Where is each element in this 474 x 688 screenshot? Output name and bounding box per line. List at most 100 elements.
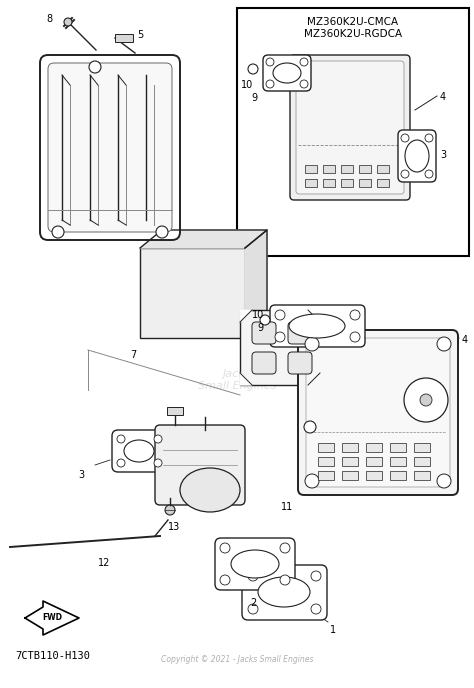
Ellipse shape: [124, 440, 154, 462]
Text: 7CTB110-H130: 7CTB110-H130: [15, 651, 90, 661]
FancyBboxPatch shape: [290, 55, 410, 200]
Text: 9: 9: [251, 93, 257, 103]
Ellipse shape: [289, 314, 345, 338]
Circle shape: [260, 315, 270, 325]
Bar: [414, 443, 430, 452]
Bar: [342, 443, 358, 452]
Ellipse shape: [180, 468, 240, 512]
Polygon shape: [240, 310, 252, 322]
Text: 7: 7: [130, 350, 136, 360]
Circle shape: [404, 378, 448, 422]
Text: MZ360K2U-CMCA: MZ360K2U-CMCA: [308, 17, 399, 27]
Bar: [318, 457, 334, 466]
FancyBboxPatch shape: [242, 565, 327, 620]
Polygon shape: [308, 310, 320, 322]
FancyBboxPatch shape: [288, 322, 312, 344]
Bar: [237, 8, 469, 256]
FancyBboxPatch shape: [270, 305, 365, 347]
Bar: [318, 443, 334, 452]
Text: 9: 9: [257, 323, 263, 333]
Circle shape: [350, 310, 360, 320]
FancyBboxPatch shape: [298, 330, 458, 495]
Bar: [414, 471, 430, 480]
FancyBboxPatch shape: [263, 55, 311, 91]
Polygon shape: [140, 230, 267, 248]
Circle shape: [311, 604, 321, 614]
Circle shape: [52, 226, 64, 238]
Circle shape: [437, 474, 451, 488]
Circle shape: [401, 170, 409, 178]
Text: 3: 3: [440, 150, 446, 160]
Text: 3: 3: [78, 470, 84, 480]
FancyBboxPatch shape: [215, 538, 295, 590]
Circle shape: [280, 575, 290, 585]
Circle shape: [248, 64, 258, 74]
Polygon shape: [308, 373, 320, 385]
Circle shape: [266, 80, 274, 88]
Circle shape: [89, 61, 101, 73]
Circle shape: [275, 332, 285, 342]
Bar: [115, 34, 133, 42]
Ellipse shape: [231, 550, 279, 578]
Polygon shape: [25, 601, 79, 635]
Bar: [390, 457, 406, 466]
Text: Copyright © 2021 - Jacks Small Engines: Copyright © 2021 - Jacks Small Engines: [161, 656, 313, 665]
Bar: [414, 457, 430, 466]
Circle shape: [154, 435, 162, 443]
Text: 4: 4: [440, 92, 446, 102]
Bar: [377, 179, 389, 187]
Circle shape: [275, 310, 285, 320]
Bar: [390, 443, 406, 452]
Bar: [359, 179, 371, 187]
Bar: [341, 179, 353, 187]
Bar: [342, 471, 358, 480]
Text: 10: 10: [241, 80, 253, 90]
Circle shape: [266, 58, 274, 66]
Circle shape: [220, 543, 230, 553]
Circle shape: [300, 80, 308, 88]
Circle shape: [300, 58, 308, 66]
Bar: [359, 165, 371, 173]
Ellipse shape: [273, 63, 301, 83]
Bar: [390, 471, 406, 480]
Circle shape: [350, 332, 360, 342]
FancyBboxPatch shape: [155, 425, 245, 505]
FancyBboxPatch shape: [40, 55, 180, 240]
Circle shape: [425, 134, 433, 142]
Polygon shape: [245, 230, 267, 338]
Text: MZ360K2U-RGDCA: MZ360K2U-RGDCA: [304, 29, 402, 39]
Bar: [318, 471, 334, 480]
Circle shape: [117, 459, 125, 467]
FancyBboxPatch shape: [252, 352, 276, 374]
Circle shape: [117, 435, 125, 443]
Circle shape: [165, 505, 175, 515]
Polygon shape: [240, 373, 252, 385]
Text: 5: 5: [137, 30, 143, 40]
Circle shape: [304, 421, 316, 433]
Bar: [342, 457, 358, 466]
Text: 13: 13: [168, 522, 180, 532]
Bar: [140, 248, 245, 338]
Bar: [366, 457, 382, 466]
Ellipse shape: [405, 140, 429, 172]
Text: Jacks
Small Engines: Jacks Small Engines: [198, 369, 276, 391]
Text: 4: 4: [462, 335, 468, 345]
Ellipse shape: [258, 577, 310, 607]
Circle shape: [311, 571, 321, 581]
Bar: [366, 471, 382, 480]
Text: FWD: FWD: [42, 614, 62, 623]
FancyBboxPatch shape: [112, 430, 167, 472]
Text: 10: 10: [252, 310, 264, 320]
Bar: [323, 165, 335, 173]
Circle shape: [64, 18, 72, 26]
Circle shape: [425, 170, 433, 178]
Circle shape: [248, 571, 258, 581]
Circle shape: [401, 134, 409, 142]
Circle shape: [305, 474, 319, 488]
FancyBboxPatch shape: [288, 352, 312, 374]
Circle shape: [437, 337, 451, 351]
FancyBboxPatch shape: [252, 322, 276, 344]
FancyBboxPatch shape: [296, 61, 404, 194]
FancyBboxPatch shape: [48, 63, 172, 232]
Text: 1: 1: [330, 625, 336, 635]
